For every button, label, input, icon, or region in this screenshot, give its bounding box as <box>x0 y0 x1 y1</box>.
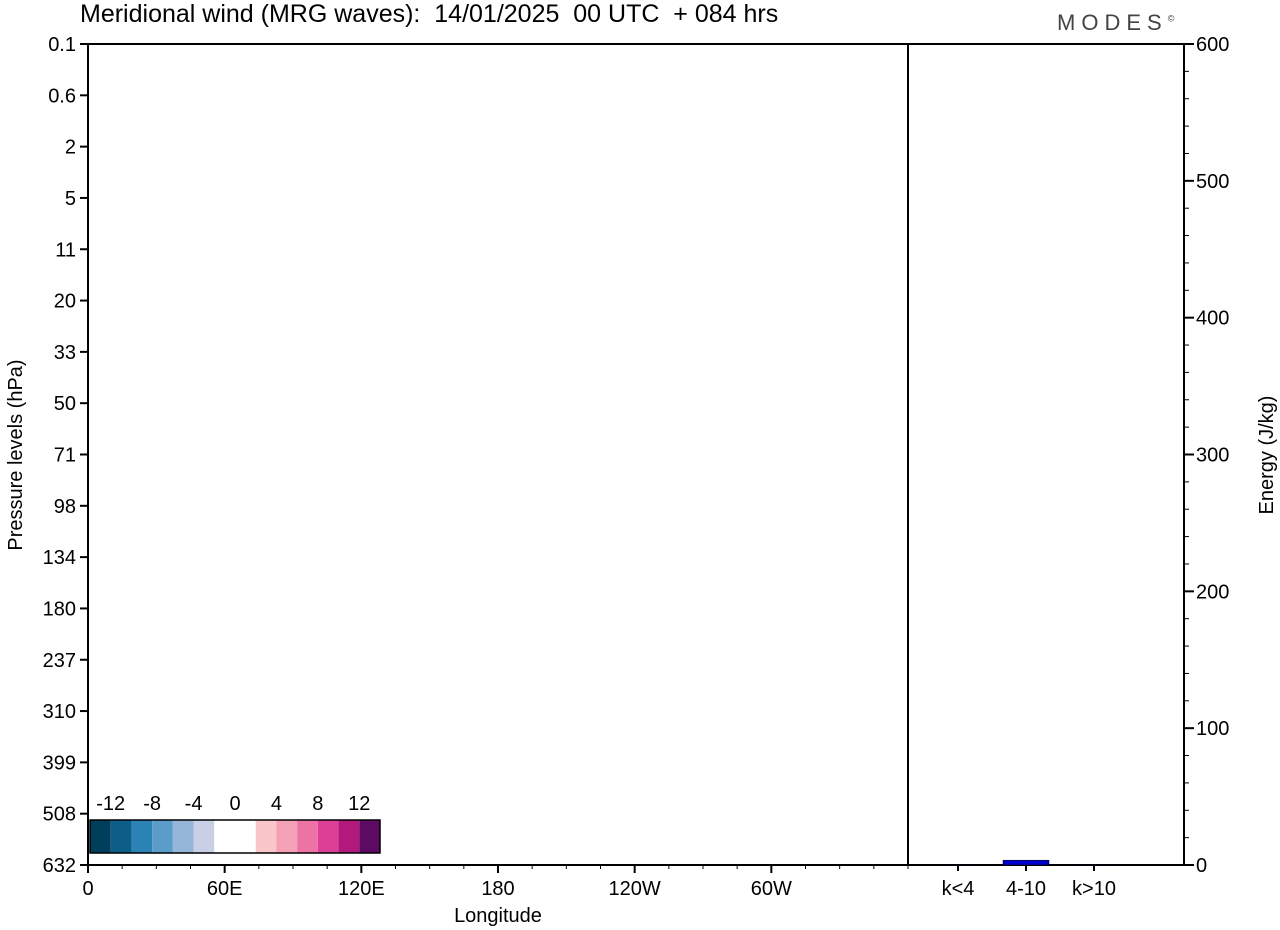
heatmap-cell <box>292 44 376 161</box>
heatmap-cell <box>523 112 565 182</box>
colorbar-tick-label: 4 <box>271 793 282 815</box>
y-tick-label: 0.6 <box>48 85 76 107</box>
x-axis-label: Longitude <box>454 905 542 927</box>
colorbar-swatch <box>193 820 215 853</box>
heatmap-cell <box>265 614 321 757</box>
y-tick-label: 98 <box>54 496 76 518</box>
y-tick-label: 71 <box>54 445 76 467</box>
colorbar-tick-label: -4 <box>185 793 203 815</box>
y-tick-label: 632 <box>43 855 76 877</box>
energy-category-label: k>10 <box>1072 878 1116 900</box>
y-tick-label: 180 <box>43 598 76 620</box>
heatmap-cell <box>411 44 494 161</box>
colorbar-swatch <box>214 820 235 853</box>
colorbar-swatch <box>338 820 360 853</box>
y-tick-label: 20 <box>54 291 76 313</box>
colorbar-swatch <box>131 820 153 853</box>
y-tick-label: 134 <box>43 547 76 569</box>
y-tick-label: 2 <box>65 137 76 159</box>
colorbar-swatch <box>297 820 318 853</box>
colorbar-tick-label: -8 <box>143 793 161 815</box>
heatmap-cell <box>282 151 327 225</box>
chart-title: Meridional wind (MRG waves): 14/01/2025 … <box>80 0 779 28</box>
energy-tick-label: 500 <box>1196 171 1229 193</box>
energy-bar <box>1002 859 1050 866</box>
energy-tick-label: 400 <box>1196 308 1229 330</box>
energy-tick-label: 600 <box>1196 34 1229 56</box>
energy-bar <box>1070 864 1118 866</box>
y-tick-label: 310 <box>43 701 76 723</box>
x-tick-label: 60W <box>751 878 792 900</box>
energy-axis-label: Energy (J/kg) <box>1256 396 1278 515</box>
heatmap-cell <box>577 484 669 764</box>
heatmap-cell <box>738 479 782 583</box>
heatmap-cell <box>566 44 658 146</box>
energy-tick-label: 300 <box>1196 445 1229 467</box>
heatmap-cell <box>453 341 498 414</box>
colorbar: -12 -8 -4 0 4 8 12 <box>89 793 381 854</box>
heatmap-cell <box>702 44 786 161</box>
y-tick-label: 5 <box>65 188 76 210</box>
heatmap-cell <box>328 647 394 826</box>
energy-tick-label: 200 <box>1196 581 1229 603</box>
y-axis-label: Pressure levels (hPa) <box>5 359 27 550</box>
energy-bar <box>934 864 982 866</box>
wind-contour-field <box>88 44 908 865</box>
energy-plot-frame <box>907 43 1185 866</box>
heatmap-cell <box>846 434 902 526</box>
colorbar-swatch <box>317 820 339 853</box>
colorbar-frame <box>89 819 381 854</box>
colorbar-tick-label: 0 <box>229 793 240 815</box>
colorbar-swatch <box>255 820 277 853</box>
energy-axis: 0 100 200 300 400 500 600 <box>1184 34 1229 877</box>
y-tick-label: 50 <box>54 393 76 415</box>
colorbar-tick-label: 8 <box>312 793 323 815</box>
copyright-mark: © <box>1167 13 1175 24</box>
colorbar-swatch <box>276 820 298 853</box>
y-tick-label: 0.1 <box>48 34 76 56</box>
heatmap-cell <box>620 421 695 539</box>
y-tick-label: 508 <box>43 804 76 826</box>
x-tick-label: 180 <box>481 878 514 900</box>
y-tick-label: 11 <box>55 239 76 261</box>
colorbar-swatch <box>90 820 111 853</box>
colorbar-swatch <box>359 820 380 853</box>
x-tick-label: 120W <box>609 878 661 900</box>
heatmap-cell <box>677 344 752 462</box>
colorbar-tick-label: 12 <box>348 793 370 815</box>
energy-category-label: 4-10 <box>1006 878 1046 900</box>
logo-text: MODES <box>1057 10 1168 35</box>
heatmap-cell <box>365 476 440 689</box>
energy-tick-label: 100 <box>1196 718 1229 740</box>
colorbar-swatch <box>235 820 256 853</box>
energy-category-label: k<4 <box>942 878 975 900</box>
colorbar-swatch <box>110 820 132 853</box>
x-tick-label: 120E <box>338 878 385 900</box>
y-tick-label: 399 <box>43 752 76 774</box>
heatmap-cell <box>848 588 908 835</box>
x-tick-label: 60E <box>207 878 243 900</box>
x-tick-label: 0 <box>82 878 93 900</box>
energy-tick-label: 0 <box>1196 855 1207 877</box>
colorbar-swatch <box>172 820 194 853</box>
heatmap-cell <box>816 44 908 156</box>
colorbar-tick-label: -12 <box>96 793 125 815</box>
pressure-axis: 0.1 0.6 2 5 11 20 33 50 71 98 134 180 237 310 399 508 63… <box>43 34 88 877</box>
y-tick-label: 237 <box>43 650 76 672</box>
energy-bars: k<4 4-10 k>10 <box>934 859 1118 900</box>
y-tick-label: 33 <box>54 342 76 364</box>
heatmap-cell <box>363 163 405 233</box>
modes-logo: MODES© <box>1057 10 1174 36</box>
longitude-axis: 0 60E 120E 180 120W 60W <box>82 865 909 900</box>
colorbar-swatch <box>152 820 173 853</box>
heatmap-cell <box>165 460 221 603</box>
heatmap-cell <box>119 44 203 161</box>
